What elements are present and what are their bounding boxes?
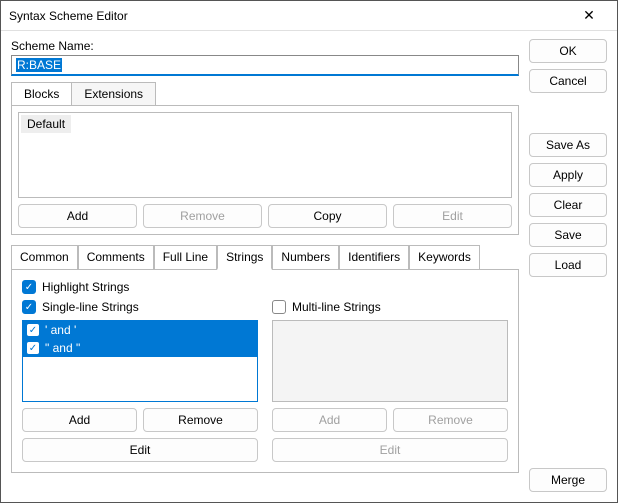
multi-btn-row-1: Add Remove	[272, 408, 508, 432]
close-icon[interactable]: ✕	[569, 7, 609, 24]
load-button[interactable]: Load	[529, 253, 607, 277]
single-remove-button[interactable]: Remove	[143, 408, 258, 432]
blocks-remove-button[interactable]: Remove	[143, 204, 262, 228]
list-item[interactable]: Default	[21, 115, 71, 133]
multi-remove-button: Remove	[393, 408, 508, 432]
blocks-edit-button[interactable]: Edit	[393, 204, 512, 228]
single-line-label: Single-line Strings	[42, 300, 139, 314]
single-line-checkbox[interactable]: ✓ Single-line Strings	[22, 300, 258, 314]
tab-numbers[interactable]: Numbers	[272, 245, 339, 270]
dialog-window: Syntax Scheme Editor ✕ Scheme Name: R:BA…	[0, 0, 618, 503]
strings-panel: ✓ Highlight Strings ✓ Single-line String…	[11, 269, 519, 473]
category-tabs: Common Comments Full Line Strings Number…	[11, 245, 519, 270]
check-icon[interactable]: ✓	[27, 324, 39, 336]
check-icon: ✓	[22, 300, 36, 314]
single-btn-row-1: Add Remove	[22, 408, 258, 432]
tab-comments[interactable]: Comments	[78, 245, 154, 270]
list-item[interactable]: ✓ " and "	[23, 339, 257, 357]
right-panel: OK Cancel Save As Apply Clear Save Load …	[529, 39, 607, 492]
blocks-section: Blocks Extensions Default Add Remove Cop…	[11, 82, 519, 235]
multi-add-button: Add	[272, 408, 387, 432]
single-line-list[interactable]: ✓ ' and ' ✓ " and "	[22, 320, 258, 402]
multi-line-col: Multi-line Strings Add Remove Edit	[272, 300, 508, 462]
blocks-listbox[interactable]: Default	[18, 112, 512, 198]
blocks-add-button[interactable]: Add	[18, 204, 137, 228]
merge-button[interactable]: Merge	[529, 468, 607, 492]
clear-button[interactable]: Clear	[529, 193, 607, 217]
tab-strings[interactable]: Strings	[217, 245, 272, 270]
spacer	[529, 283, 607, 462]
tab-common[interactable]: Common	[11, 245, 78, 270]
cancel-button[interactable]: Cancel	[529, 69, 607, 93]
apply-button[interactable]: Apply	[529, 163, 607, 187]
blocks-button-row: Add Remove Copy Edit	[18, 204, 512, 228]
save-as-button[interactable]: Save As	[529, 133, 607, 157]
titlebar: Syntax Scheme Editor ✕	[1, 1, 617, 31]
left-panel: Scheme Name: R:BASE Blocks Extensions De…	[11, 39, 519, 492]
check-icon[interactable]: ✓	[27, 342, 39, 354]
tab-blocks[interactable]: Blocks	[11, 82, 72, 105]
list-item[interactable]: ✓ ' and '	[23, 321, 257, 339]
window-title: Syntax Scheme Editor	[9, 9, 569, 23]
multi-line-label: Multi-line Strings	[292, 300, 381, 314]
highlight-strings-checkbox[interactable]: ✓ Highlight Strings	[22, 280, 508, 294]
spacer	[529, 99, 607, 127]
blocks-panel: Default Add Remove Copy Edit	[11, 105, 519, 235]
multi-edit-button: Edit	[272, 438, 508, 462]
list-item-text: ' and '	[45, 323, 76, 337]
list-item-text: " and "	[45, 341, 80, 355]
strings-columns: ✓ Single-line Strings ✓ ' and ' ✓	[22, 300, 508, 462]
scheme-name-label: Scheme Name:	[11, 39, 519, 53]
block-tabs: Blocks Extensions	[11, 82, 519, 105]
tab-identifiers[interactable]: Identifiers	[339, 245, 409, 270]
tab-full-line[interactable]: Full Line	[154, 245, 217, 270]
single-line-col: ✓ Single-line Strings ✓ ' and ' ✓	[22, 300, 258, 462]
scheme-name-input[interactable]: R:BASE	[11, 55, 519, 76]
tab-keywords[interactable]: Keywords	[409, 245, 480, 270]
save-button[interactable]: Save	[529, 223, 607, 247]
highlight-strings-label: Highlight Strings	[42, 280, 129, 294]
scheme-name-section: Scheme Name: R:BASE	[11, 39, 519, 76]
single-btn-row-2: Edit	[22, 438, 258, 462]
tab-extensions[interactable]: Extensions	[72, 82, 156, 105]
blocks-copy-button[interactable]: Copy	[268, 204, 387, 228]
category-section: Common Comments Full Line Strings Number…	[11, 241, 519, 473]
scheme-name-value: R:BASE	[16, 58, 62, 72]
single-add-button[interactable]: Add	[22, 408, 137, 432]
single-edit-button[interactable]: Edit	[22, 438, 258, 462]
check-icon: ✓	[22, 280, 36, 294]
ok-button[interactable]: OK	[529, 39, 607, 63]
dialog-body: Scheme Name: R:BASE Blocks Extensions De…	[1, 31, 617, 502]
checkbox-icon	[272, 300, 286, 314]
multi-btn-row-2: Edit	[272, 438, 508, 462]
multi-line-list	[272, 320, 508, 402]
multi-line-checkbox[interactable]: Multi-line Strings	[272, 300, 508, 314]
